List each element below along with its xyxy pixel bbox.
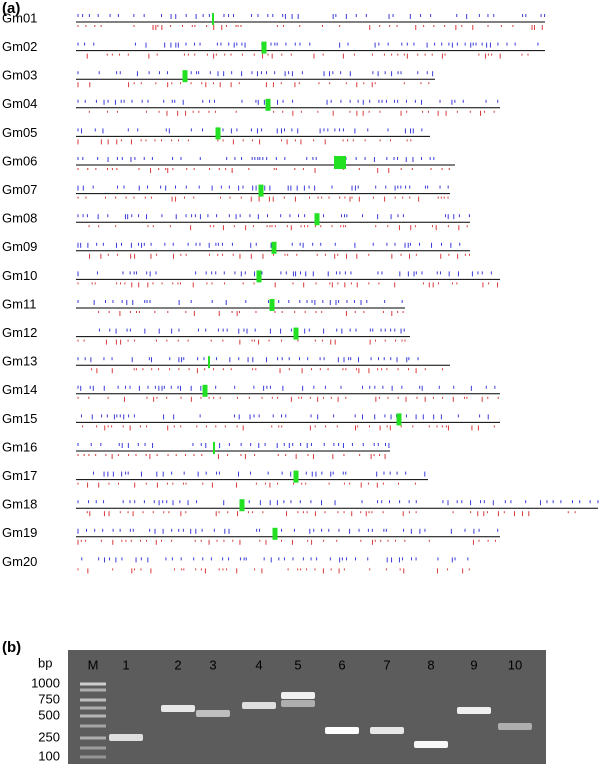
size-label: 750	[38, 691, 60, 706]
centromere	[182, 70, 188, 83]
lane-label: M	[88, 657, 99, 672]
chromosome-label: Gm09	[2, 239, 37, 254]
ladder-band	[80, 688, 106, 692]
ladder-band	[80, 724, 106, 728]
lane-label: 6	[338, 657, 345, 672]
lane-label: 9	[470, 657, 477, 672]
lane-label: 1	[122, 657, 129, 672]
chromosome-label: Gm15	[2, 411, 37, 426]
chromosome-label: Gm04	[2, 96, 37, 111]
panel-label: (b)	[2, 639, 21, 656]
ladder-band	[80, 706, 106, 710]
centromere	[314, 213, 320, 226]
size-label: 1000	[31, 675, 60, 690]
chromosome-label: Gm13	[2, 354, 37, 369]
lane-label: 4	[255, 657, 262, 672]
lane-label: 8	[427, 657, 434, 672]
centromere	[271, 241, 277, 254]
chromosome-label: Gm05	[2, 125, 37, 140]
sample-band	[281, 700, 315, 707]
ladder-band	[80, 682, 106, 686]
chromosome-label: Gm03	[2, 68, 37, 83]
centromere	[261, 41, 267, 54]
sample-band	[370, 727, 404, 734]
sample-band	[325, 727, 359, 734]
centromere	[215, 127, 221, 140]
chromosome-label: Gm06	[2, 153, 37, 168]
chromosome-label: Gm01	[2, 10, 37, 25]
centromere	[272, 527, 278, 540]
chromosome-label: Gm02	[2, 39, 37, 54]
sample-band	[281, 692, 315, 699]
chromosome-label: Gm14	[2, 382, 37, 397]
centromere	[212, 13, 214, 25]
ladder-band	[80, 698, 106, 702]
centromere	[202, 384, 208, 397]
chromosome-label: Gm20	[2, 554, 37, 569]
centromere	[256, 270, 262, 283]
centromere	[293, 327, 299, 340]
lane-label: 3	[209, 657, 216, 672]
lane-label: 10	[508, 657, 522, 672]
centromere	[239, 499, 245, 512]
chromosome-label: Gm10	[2, 268, 37, 283]
centromere	[213, 442, 215, 454]
centromere	[293, 470, 299, 483]
chromosome-label: Gm07	[2, 182, 37, 197]
centromere	[269, 299, 275, 311]
chromosome-label: Gm18	[2, 497, 37, 512]
chromosome-label: Gm12	[2, 325, 37, 340]
ladder-band	[80, 736, 106, 740]
chromosome-label: Gm08	[2, 211, 37, 226]
sample-band	[196, 710, 230, 717]
chromosome-label: Gm11	[2, 296, 36, 311]
lane-label: 7	[383, 657, 390, 672]
ladder-band	[80, 746, 106, 750]
centromere	[208, 356, 210, 369]
chromosome-label: Gm19	[2, 525, 37, 540]
chromosome-label: Gm16	[2, 439, 37, 454]
ladder-band	[80, 714, 106, 718]
centromere	[396, 413, 402, 426]
sample-band	[109, 734, 143, 741]
centromere	[258, 184, 264, 197]
unit-label: bp	[38, 655, 52, 670]
panel-label: (a)	[2, 0, 20, 17]
sample-band	[498, 723, 532, 730]
sample-band	[414, 741, 448, 748]
centromere	[334, 156, 346, 169]
lane-label: 2	[174, 657, 181, 672]
size-label: 100	[38, 748, 60, 763]
lane-label: 5	[294, 657, 301, 672]
sample-band	[161, 705, 195, 712]
ladder-band	[80, 755, 106, 759]
sample-band	[457, 707, 491, 714]
sample-band	[242, 702, 276, 709]
chromosome-label: Gm17	[2, 468, 37, 483]
centromere	[265, 98, 271, 111]
size-label: 500	[38, 707, 60, 722]
size-label: 250	[38, 729, 60, 744]
